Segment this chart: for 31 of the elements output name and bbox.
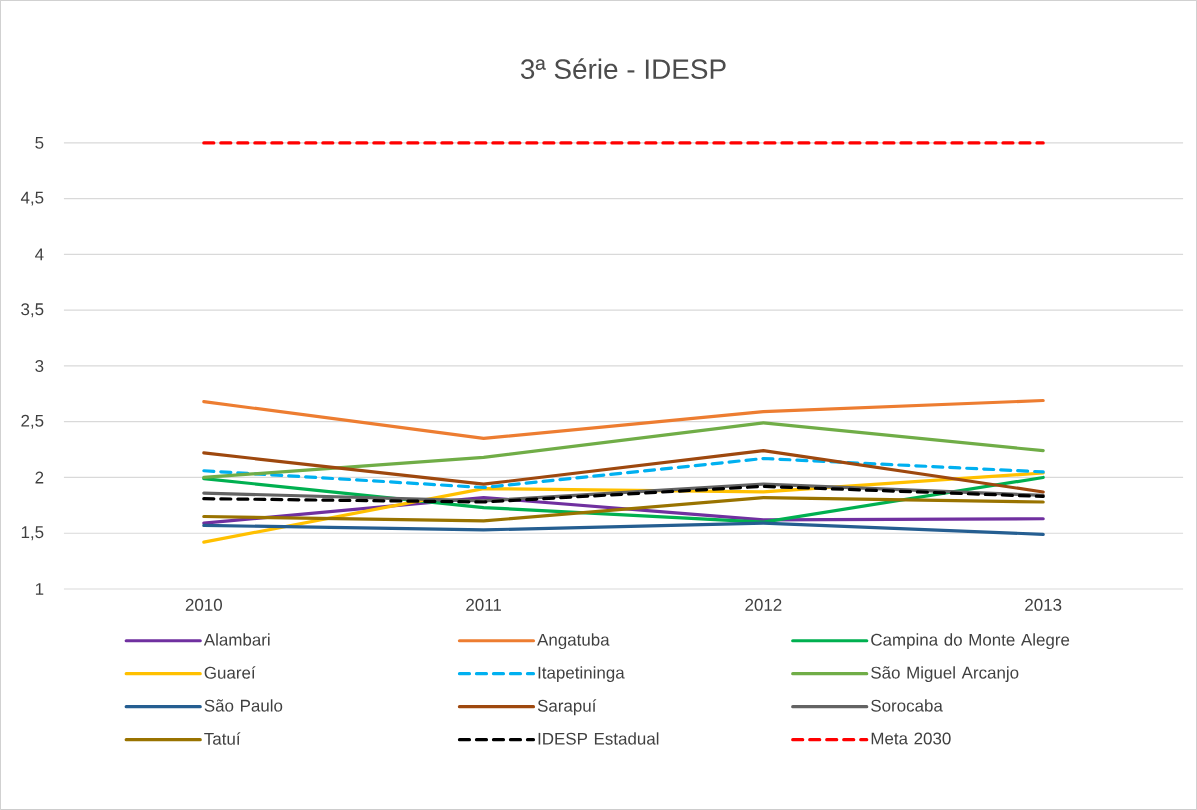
- legend-label: Sarapuí: [537, 699, 597, 716]
- legend-label: IDESP Estadual: [538, 732, 659, 745]
- x-tick-label: 2012: [745, 598, 782, 611]
- y-tick-label: 3,5: [21, 303, 44, 318]
- y-tick-label: 1: [35, 583, 44, 595]
- line-series: [202, 456, 1045, 490]
- x-tick-label: 2013: [1025, 598, 1062, 611]
- legend-label: Tatuí: [204, 732, 241, 745]
- chart-title: 3ª Série - IDESP: [520, 58, 726, 80]
- legend-label: Campina do Monte Alegre: [871, 633, 1070, 650]
- line-series: [202, 449, 1045, 494]
- y-tick-label: 3: [35, 359, 44, 372]
- legend-label: São Paulo: [204, 699, 283, 712]
- y-tick-label: 4: [35, 248, 44, 261]
- y-tick-label: 4,5: [20, 191, 44, 206]
- line-series: [202, 421, 1045, 480]
- legend-label: São Miguel Arcanjo: [871, 666, 1019, 683]
- y-tick-label: 2,5: [21, 414, 44, 429]
- legend-label: Alambari: [203, 633, 270, 646]
- legend-label: Meta 2030: [871, 732, 951, 745]
- y-tick-label: 5: [35, 137, 44, 149]
- x-tick-label: 2011: [466, 598, 501, 611]
- legend-label: Guareí: [204, 666, 256, 679]
- line-series: [202, 398, 1045, 441]
- legend-label: Sorocaba: [871, 699, 943, 712]
- legend-label: Angatuba: [537, 633, 610, 650]
- legend-label: Itapetininga: [538, 666, 625, 683]
- y-tick-label: 2: [35, 471, 44, 484]
- x-tick-label: 2010: [185, 598, 222, 611]
- y-tick-label: 1,5: [21, 526, 44, 541]
- line-series: [202, 521, 1045, 536]
